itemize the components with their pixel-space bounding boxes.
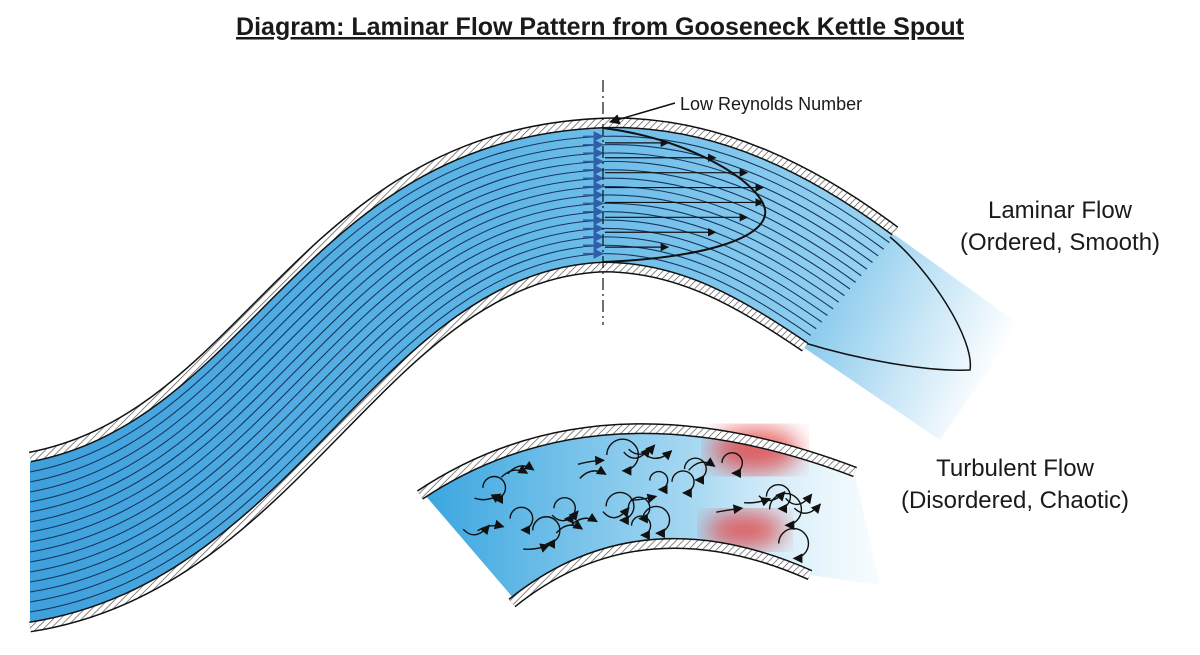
streamline [29,186,856,533]
annotation: Low Reynolds Number [680,94,862,114]
eddy [602,506,630,519]
streamline [29,219,834,573]
streamline [29,177,862,523]
eddy [688,457,716,471]
streamline [29,236,823,593]
profile-arrows [605,138,764,252]
eddy [462,524,490,536]
eddy [623,447,651,459]
eddy [474,493,502,503]
eddy [577,455,605,466]
streamline [29,144,885,483]
streamline [29,211,840,563]
eddy [606,438,640,476]
eddy [785,493,813,505]
velocity-profile [602,127,767,263]
streamline [29,135,890,473]
eddy [579,465,607,479]
eddy [683,457,707,485]
eddy [627,496,651,524]
bend-walls [416,423,857,608]
streamline [29,152,879,493]
streamline [29,253,811,613]
streamline [29,202,845,553]
pointer [608,102,676,125]
eddy [743,497,771,507]
jet [800,235,1020,440]
streamline [29,227,828,583]
eddy [721,452,743,479]
eddy [553,497,576,524]
streamline [29,169,868,513]
eddy [477,519,505,532]
laminar-description: (Ordered, Smooth) [960,229,1160,256]
eddy [778,527,810,564]
spout-walls [28,117,899,633]
eddy [793,503,821,514]
streamline [29,244,817,603]
eddy [716,504,744,515]
eddy [500,464,529,478]
title: Diagram: Laminar Flow Pattern from Goose… [236,13,965,41]
eddy [768,492,803,531]
eddy [642,505,671,539]
eddies [462,438,821,564]
eddy [649,470,669,495]
turbulent-description: (Disordered, Chaotic) [901,487,1129,514]
eddy [765,483,792,514]
turbulent-label: Turbulent Flow [936,455,1095,482]
laminar-fluid [30,127,895,622]
eddy [532,516,561,549]
velocity-profile [804,236,972,371]
eddy [555,520,584,534]
eddy [671,470,695,498]
laminar-label: Laminar Flow [988,197,1133,224]
hot-spot [705,512,785,548]
eddy [509,506,534,535]
streamline [29,160,873,503]
streamlines [29,131,890,613]
